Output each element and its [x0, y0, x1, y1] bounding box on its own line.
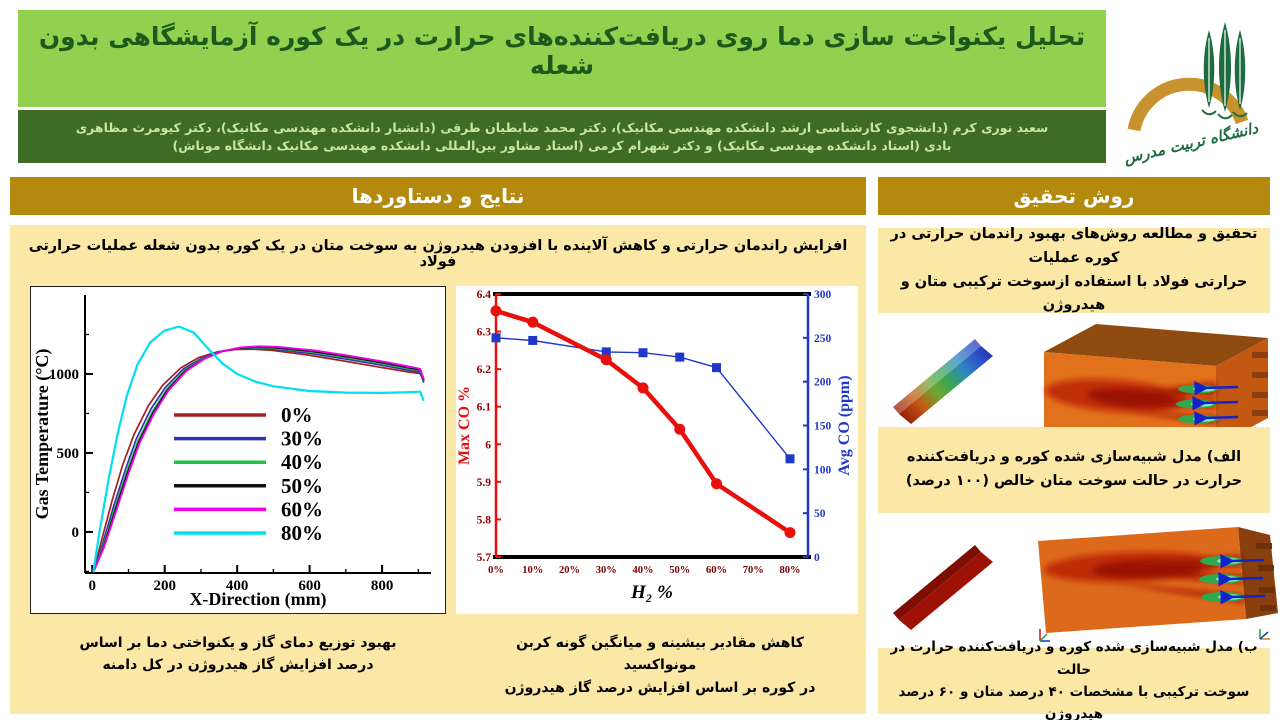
svg-text:80%: 80%	[780, 565, 801, 576]
svg-text:40%: 40%	[281, 450, 323, 474]
results-intro-text: افزایش راندمان حرارتی و کاهش آلاینده با …	[28, 238, 848, 270]
svg-text:6.3: 6.3	[477, 327, 492, 339]
poster-title: تحلیل یکنواخت سازی دما روی دریافت‌کننده‌…	[18, 10, 1106, 107]
svg-text:H₂ %: H₂ %	[630, 582, 673, 603]
svg-text:30%: 30%	[281, 427, 323, 451]
svg-text:40%: 40%	[633, 565, 654, 576]
svg-text:0: 0	[88, 578, 96, 594]
svg-text:30%: 30%	[596, 565, 617, 576]
receiver-bar-render-methane	[893, 339, 993, 424]
method-intro-block: تحقیق و مطالعه روش‌های بهبود راندمان حرا…	[878, 226, 1270, 313]
svg-text:6.1: 6.1	[477, 402, 492, 414]
temp-caption-line1: بهبود توزیع دمای گاز و یکنواختی دما بر ا…	[79, 635, 397, 651]
svg-text:20%: 20%	[559, 565, 580, 576]
svg-text:6: 6	[485, 439, 491, 451]
co-chart: 5.7 5.8 5.9 6 6.1 6.2 6.3 6.4 0 50 100 150 200 250 300…	[456, 286, 858, 614]
svg-text:Avg CO (ppm): Avg CO (ppm)	[836, 375, 853, 475]
co-caption-line2: در کوره بر اساس افزایش درصد گاز هیدروژن	[504, 679, 816, 696]
svg-text:0%: 0%	[281, 403, 313, 427]
svg-text:600: 600	[298, 578, 321, 594]
method-intro-line2: حرارتی فولاد با استفاده ازسوخت ترکیبی مت…	[900, 273, 1248, 314]
svg-text:80%: 80%	[281, 521, 323, 545]
figure-b-caption: ب) مدل شبیه‌سازی شده کوره و دریافت‌کننده…	[878, 639, 1270, 720]
svg-text:10%: 10%	[522, 565, 543, 576]
co-chart-caption: کاهش مقادیر بیشینه و میانگین گونه کربن م…	[480, 632, 840, 699]
svg-text:500: 500	[57, 446, 80, 462]
svg-text:100: 100	[814, 464, 832, 476]
university-logo-icon: دانشگاه تربیت مدرس	[1121, 22, 1261, 168]
authors-line-2: بادی (استاد دانشکده مهندسی مکانیک) و دکت…	[172, 138, 952, 153]
svg-text:6.2: 6.2	[477, 364, 492, 376]
svg-text:0: 0	[814, 552, 820, 564]
svg-text:0: 0	[72, 525, 80, 541]
svg-text:60%: 60%	[281, 497, 323, 521]
gas-temperature-chart-svg: 0 500 1000 0 200 400 600 800 X-Direction (mm) Gas…	[32, 295, 431, 610]
temp-chart-caption: بهبود توزیع دمای گاز و یکنواختی دما بر ا…	[60, 632, 416, 677]
figure-b-caption-line2: سوخت ترکیبی با مشخصات ۴۰ درصد متان و ۶۰ …	[898, 684, 1250, 720]
svg-text:X-Direction (mm): X-Direction (mm)	[189, 589, 326, 610]
axis-triad-icon	[1039, 629, 1050, 642]
svg-text:400: 400	[226, 578, 249, 594]
svg-text:50%: 50%	[669, 565, 690, 576]
svg-text:5.7: 5.7	[477, 552, 492, 564]
axis-triad-icon	[1259, 629, 1270, 640]
furnace-render-methane	[1039, 324, 1268, 446]
svg-text:200: 200	[814, 377, 832, 389]
svg-text:50%: 50%	[281, 474, 323, 498]
svg-text:250: 250	[814, 333, 832, 345]
logo-caption: دانشگاه تربیت مدرس	[1121, 119, 1261, 168]
svg-text:50: 50	[814, 508, 826, 520]
svg-text:Gas Temperature (°C): Gas Temperature (°C)	[32, 349, 53, 520]
co-caption-line1: کاهش مقادیر بیشینه و میانگین گونه کربن م…	[516, 635, 804, 674]
svg-text:200: 200	[153, 578, 176, 594]
method-intro-line1: تحقیق و مطالعه روش‌های بهبود راندمان حرا…	[890, 225, 1258, 266]
svg-text:Max CO %: Max CO %	[456, 386, 473, 465]
svg-text:5.8: 5.8	[477, 514, 492, 526]
gas-temperature-chart: 0 500 1000 0 200 400 600 800 X-Direction (mm) Gas…	[30, 286, 446, 614]
figure-a-caption-line2: حرارت در حالت سوخت متان خالص (۱۰۰ درصد)	[905, 473, 1243, 489]
svg-text:60%: 60%	[706, 565, 727, 576]
results-section-header: نتایج و دستاوردها	[10, 177, 866, 215]
svg-text:70%: 70%	[743, 565, 764, 576]
svg-text:6.4: 6.4	[477, 289, 492, 301]
svg-text:150: 150	[814, 421, 832, 433]
figure-b-caption-line1: ب) مدل شبیه‌سازی شده کوره و دریافت‌کننده…	[890, 639, 1258, 678]
method-section-header: روش تحقیق	[878, 177, 1270, 215]
receiver-bar-render-blend	[893, 545, 993, 630]
svg-text:5.9: 5.9	[477, 477, 492, 489]
authors-bar: سعید نوری کرم (دانشجوی کارشناسی ارشد دان…	[18, 110, 1106, 163]
svg-text:1000: 1000	[49, 367, 79, 383]
co-chart-svg: 5.7 5.8 5.9 6 6.1 6.2 6.3 6.4 0 50 100 150 200 250 300…	[456, 289, 853, 603]
svg-text:300: 300	[814, 289, 832, 301]
temp-caption-line2: درصد افزایش گاز هیدروژن در کل دامنه	[102, 657, 374, 674]
figure-a-caption: الف) مدل شبیه‌سازی شده کوره و دریافت‌کنن…	[878, 427, 1270, 513]
university-logo: دانشگاه تربیت مدرس	[1116, 8, 1274, 168]
authors-line-1: سعید نوری کرم (دانشجوی کارشناسی ارشد دان…	[75, 120, 1049, 135]
svg-text:800: 800	[371, 578, 394, 594]
figure-a-caption-line1: الف) مدل شبیه‌سازی شده کوره و دریافت‌کنن…	[906, 449, 1242, 466]
svg-text:0%: 0%	[488, 565, 504, 576]
furnace-render-blend	[1038, 527, 1278, 642]
